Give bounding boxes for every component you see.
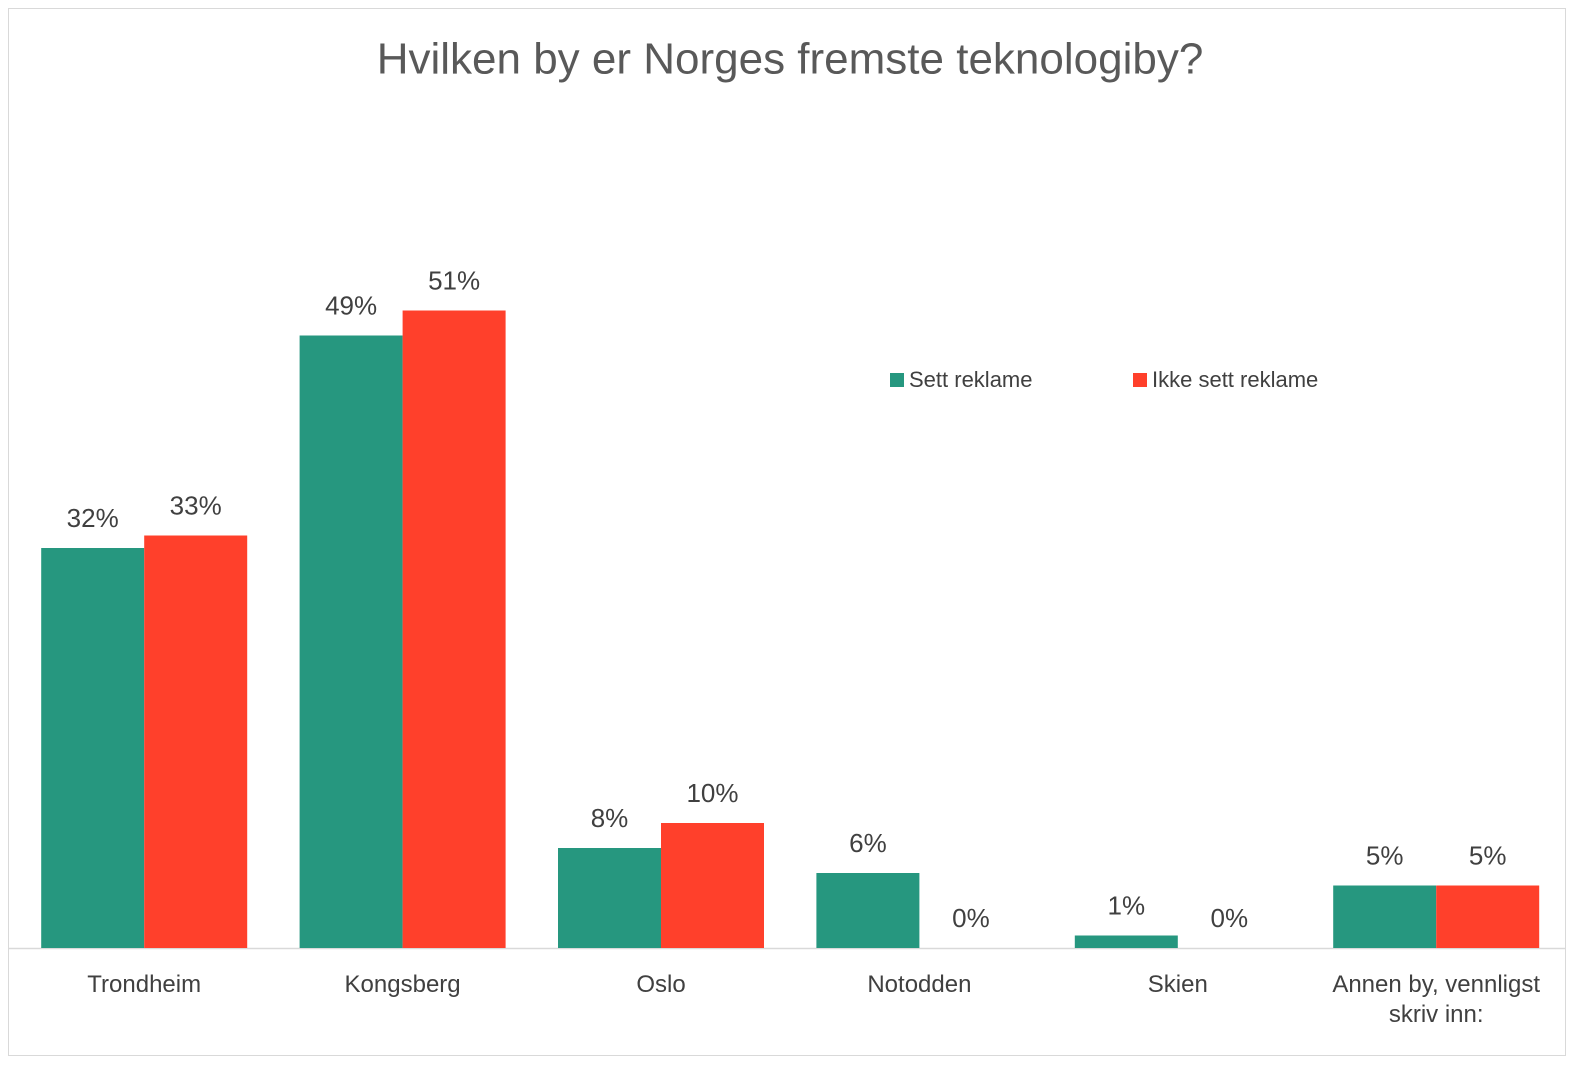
legend-swatch bbox=[890, 373, 904, 387]
data-label: 32% bbox=[67, 503, 119, 533]
data-label: 8% bbox=[591, 803, 629, 833]
legend-label: Ikke sett reklame bbox=[1152, 367, 1318, 392]
data-label: 0% bbox=[1211, 903, 1249, 933]
data-label: 5% bbox=[1469, 840, 1507, 870]
data-label: 5% bbox=[1366, 840, 1404, 870]
x-tick-label: Kongsberg bbox=[344, 971, 461, 998]
x-tick-label: Skien bbox=[1147, 971, 1208, 998]
data-label: 33% bbox=[170, 490, 222, 520]
bar bbox=[1074, 935, 1178, 948]
bar bbox=[816, 873, 920, 948]
x-tick-label: Oslo bbox=[636, 971, 686, 998]
chart-title: Hvilken by er Norges fremste teknologiby… bbox=[377, 35, 1204, 84]
x-tick-label: Trondheim bbox=[87, 971, 202, 998]
data-label: 49% bbox=[325, 290, 377, 320]
data-label: 0% bbox=[952, 903, 990, 933]
x-tick-label: Notodden bbox=[867, 971, 972, 998]
data-label: 6% bbox=[849, 828, 887, 858]
bar bbox=[1333, 885, 1437, 948]
legend-label: Sett reklame bbox=[909, 367, 1033, 392]
data-label: 1% bbox=[1108, 890, 1146, 920]
data-label: 51% bbox=[428, 265, 480, 295]
bar bbox=[299, 335, 403, 948]
x-tick-label: Annen by, vennligst skriv inn: bbox=[1332, 971, 1541, 1028]
bar bbox=[41, 548, 145, 948]
bar bbox=[144, 535, 248, 948]
bar bbox=[558, 848, 661, 948]
bar bbox=[402, 310, 506, 948]
bar bbox=[1436, 885, 1540, 948]
data-label: 10% bbox=[686, 778, 738, 808]
bar bbox=[661, 823, 764, 948]
chart-border bbox=[8, 8, 1566, 1056]
legend-swatch bbox=[1133, 373, 1147, 387]
